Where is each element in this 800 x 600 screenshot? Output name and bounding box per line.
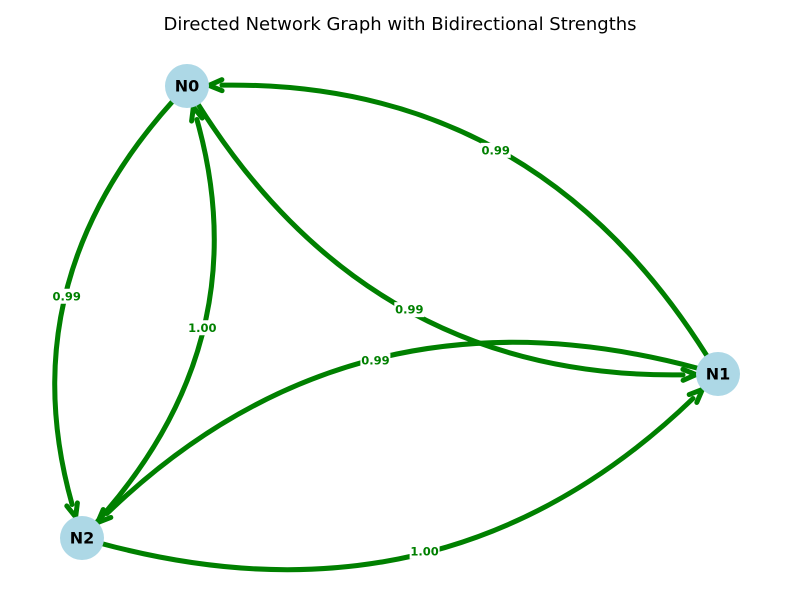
edge-weight-label: 0.99 xyxy=(53,289,81,303)
edge-n2-n0 xyxy=(94,100,217,525)
edge-label-background xyxy=(360,353,391,369)
node-n0: N0 xyxy=(165,64,209,108)
node-circle xyxy=(60,516,104,560)
edge-label-n0-n1: 0.99 xyxy=(394,302,425,318)
edge-weight-label: 0.99 xyxy=(361,354,389,368)
node-circle xyxy=(165,64,209,108)
arrowhead-icon xyxy=(64,500,80,524)
edge-label-n1-n2: 0.99 xyxy=(360,353,391,369)
edge-label-background xyxy=(409,543,440,559)
arrowhead-icon xyxy=(189,100,205,124)
graph-title: Directed Network Graph with Bidirectiona… xyxy=(163,14,636,35)
node-n1: N1 xyxy=(696,352,740,396)
edge-label-background xyxy=(394,302,425,318)
edge-line xyxy=(104,339,700,517)
node-label: N2 xyxy=(70,529,95,548)
node-label: N0 xyxy=(175,77,200,96)
nodes-layer: N0 N1 N2 xyxy=(60,64,740,560)
node-label: N1 xyxy=(706,365,731,384)
edge-weight-label: 1.00 xyxy=(410,544,438,558)
edge-n0-n2 xyxy=(52,99,175,524)
edge-label-background xyxy=(51,288,82,304)
edge-label-n0-n2: 0.99 xyxy=(51,288,82,304)
edge-weight-label: 1.00 xyxy=(188,321,216,335)
edge-label-background xyxy=(187,320,218,336)
edges-layer xyxy=(52,77,710,573)
edge-label-n2-n0: 1.00 xyxy=(187,320,218,336)
edge-label-background xyxy=(480,142,511,158)
arrowhead-icon xyxy=(680,366,703,383)
edge-line xyxy=(219,82,710,358)
edge-labels-layer: 0.99 0.99 0.99 1.00 0.99 1.00 xyxy=(51,142,511,559)
edge-line xyxy=(100,395,696,573)
node-n2: N2 xyxy=(60,516,104,560)
edge-weight-label: 0.99 xyxy=(482,143,510,157)
edge-label-n2-n1: 1.00 xyxy=(409,543,440,559)
edge-weight-label: 0.99 xyxy=(395,303,423,317)
node-circle xyxy=(696,352,740,396)
edge-n2-n1 xyxy=(100,385,707,573)
edge-line xyxy=(195,102,686,378)
edge-label-n1-n0: 0.99 xyxy=(480,142,511,158)
